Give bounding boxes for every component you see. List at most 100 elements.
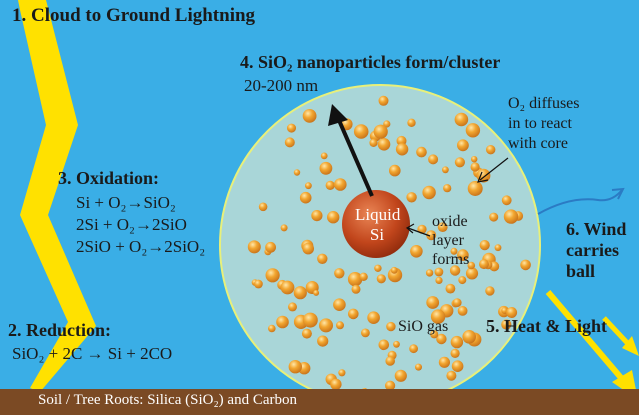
wind-arrow-icon	[537, 189, 623, 215]
nanoparticle-arrowhead	[328, 104, 348, 126]
nanoparticles-title: 4. SiO₂ nanoparticles form/cluster	[240, 52, 501, 72]
nanoparticle	[334, 268, 345, 279]
nanoparticle	[284, 137, 295, 148]
nanoparticle	[471, 156, 478, 163]
nanoparticle	[467, 181, 483, 196]
nanoparticle	[426, 296, 440, 309]
nanoparticle	[485, 286, 495, 296]
nanoparticle	[494, 244, 502, 252]
nanoparticle	[385, 356, 396, 366]
nanoparticle	[348, 308, 359, 320]
nanoparticle	[376, 274, 386, 284]
nanoparticle	[385, 380, 396, 391]
nanoparticle	[486, 145, 496, 155]
nanoparticle	[489, 212, 499, 222]
nanoparticle	[374, 264, 382, 272]
nanoparticle	[302, 109, 317, 123]
nanoparticle	[359, 272, 368, 281]
nanoparticle	[383, 120, 391, 128]
nanoparticle	[319, 161, 333, 175]
nanoparticle	[317, 335, 329, 347]
nanoparticle	[457, 306, 468, 316]
nanoparticle	[377, 138, 391, 151]
nanoparticle	[452, 298, 462, 307]
nanoparticle	[347, 272, 363, 287]
oxidation-equations: Si + O₂→SiO₂ 2Si + O₂→2SiO 2SiO + O₂→2Si…	[76, 193, 206, 256]
nanoparticle	[361, 328, 370, 338]
nanoparticle	[293, 286, 307, 300]
nanoparticle	[327, 211, 340, 224]
nanoparticle	[470, 162, 480, 172]
reduction-equation: SiO₂ + 2C → Si + 2CO	[12, 344, 173, 363]
nanoparticle	[443, 184, 452, 193]
nanoparticle	[435, 276, 443, 284]
nanoparticle	[390, 266, 398, 274]
nanoparticle	[465, 123, 481, 138]
nanoparticle	[287, 123, 296, 133]
nanoparticles-size: 20-200 nm	[244, 76, 319, 95]
nanoparticle	[313, 289, 320, 296]
nanoparticle	[520, 259, 531, 271]
nanoparticle	[430, 330, 439, 339]
nanoparticle	[479, 259, 489, 270]
nanoparticle	[258, 202, 268, 212]
nanoparticle	[280, 280, 295, 295]
nanoparticle	[280, 224, 288, 232]
arrow-icon	[545, 290, 639, 400]
lightning-label: 1. Cloud to Ground Lightning	[12, 5, 256, 26]
nanoparticle	[378, 339, 390, 351]
nanoparticle	[454, 157, 465, 168]
nanoparticle	[426, 230, 437, 241]
nanoparticle	[407, 118, 416, 128]
nanoparticle	[410, 245, 423, 258]
nanoparticle	[293, 169, 301, 176]
nanoparticle	[454, 112, 469, 127]
nanoparticle	[317, 253, 328, 264]
nanoparticle	[265, 241, 276, 253]
reduction-title: 2. Reduction:	[8, 320, 111, 340]
nanoparticle	[445, 283, 456, 294]
nanoparticle	[476, 168, 491, 183]
nanoparticle	[457, 249, 469, 261]
nanoparticle	[299, 191, 312, 204]
nanoparticle	[436, 333, 447, 345]
soil-strip	[0, 389, 639, 415]
heat-light-label: 5. Heat & Light	[486, 316, 607, 336]
wind-label: 6. Wind carries ball	[566, 219, 627, 281]
nanoparticle	[378, 95, 389, 106]
nanoparticle	[386, 321, 396, 332]
nanoparticle	[416, 146, 427, 158]
nanoparticle	[395, 143, 409, 156]
soil-label: Soil / Tree Roots: Silica (SiO₂) and Car…	[38, 392, 297, 408]
nanoparticle	[506, 307, 518, 318]
nanoparticle	[302, 312, 318, 328]
nanoparticle	[450, 348, 460, 358]
sio-gas-label: SiO gas	[398, 318, 449, 335]
nanoparticle	[430, 309, 446, 324]
nanoparticle	[301, 328, 312, 339]
o2-diffusion-arrow	[479, 157, 509, 181]
nanoparticle	[462, 330, 477, 344]
nanoparticle	[302, 242, 315, 255]
nanoparticle	[254, 279, 263, 289]
nanoparticle	[457, 139, 469, 152]
nanoparticle	[325, 180, 335, 190]
nanoparticle	[353, 124, 369, 139]
nanoparticle	[320, 152, 328, 160]
nanoparticle	[336, 321, 344, 330]
nanoparticle	[415, 363, 422, 371]
nanoparticle	[333, 298, 346, 312]
liquid-si-core	[342, 190, 410, 258]
nanoparticle	[389, 164, 401, 177]
nanoparticle	[417, 224, 427, 234]
nanoparticle	[409, 344, 418, 354]
nanoparticle	[276, 315, 289, 329]
nanoparticle	[305, 182, 312, 190]
oxidation-title: 3. Oxidation:	[58, 168, 160, 188]
nanoparticle	[437, 222, 448, 233]
nanoparticle-arrow	[336, 117, 374, 197]
nanoparticle	[479, 240, 490, 251]
nanoparticle	[425, 269, 434, 277]
